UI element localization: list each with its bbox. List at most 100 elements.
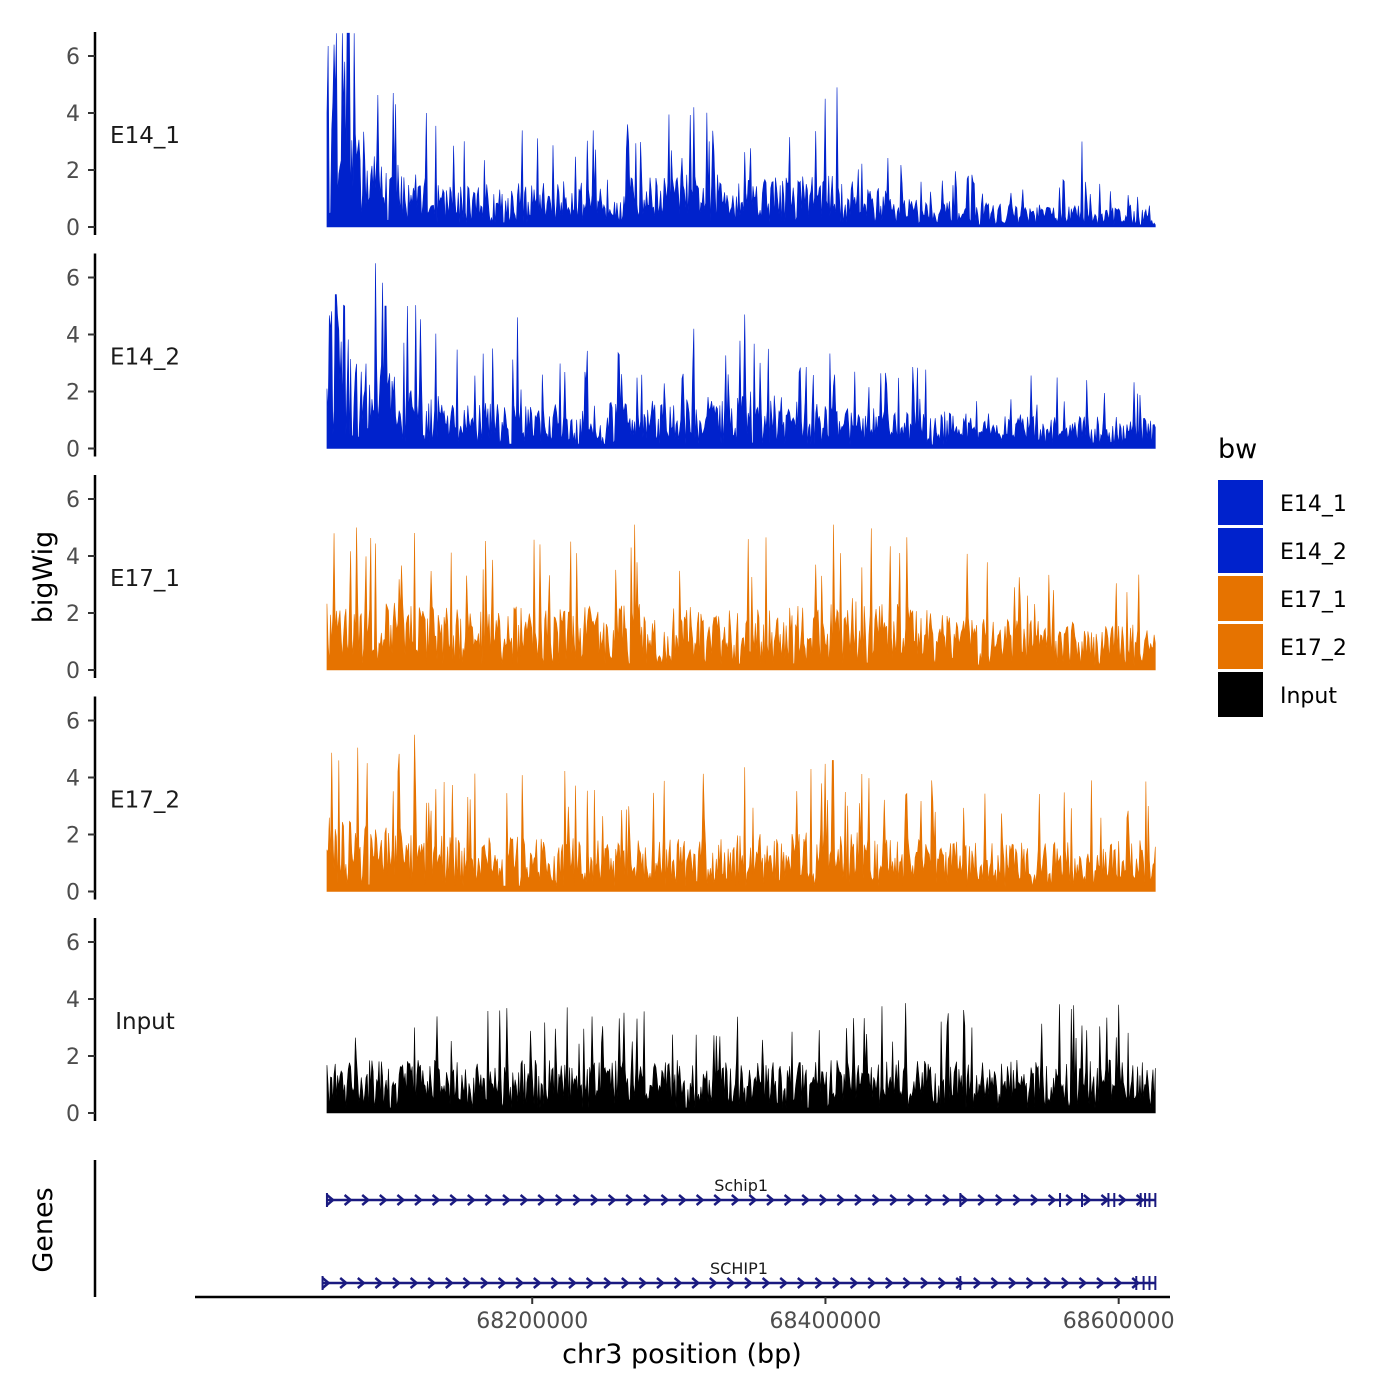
gene-label: Schip1 [714,1176,768,1195]
strand-arrow [660,1194,670,1206]
strand-arrow [695,1194,705,1206]
strand-arrow [691,1277,701,1289]
y-tick-label: 2 [66,381,80,406]
strand-arrow [550,1277,560,1289]
strand-arrow [1008,1277,1017,1289]
strand-arrow [713,1194,723,1206]
y-tick-label: 6 [66,488,80,513]
legend-swatch [1218,576,1263,621]
strand-arrow [1025,1277,1035,1289]
strand-arrow [937,1277,947,1289]
strand-arrow [1060,1277,1070,1289]
strand-arrow [708,1277,718,1289]
legend-swatch [1218,480,1263,525]
track-e14-2: 0 2 4 6 E14_2 [66,253,1156,463]
strand-arrow [497,1277,507,1289]
strand-arrow [1065,1194,1075,1206]
strand-arrow [1012,1194,1022,1206]
strand-arrow [625,1194,635,1206]
strand-arrow [1096,1277,1105,1289]
y-tick-label: 6 [66,267,80,292]
strand-arrow [361,1194,371,1206]
strand-arrow [444,1277,454,1289]
legend-title: bw [1218,434,1257,465]
track-label: E14_1 [110,123,180,149]
strand-arrow [1131,1277,1141,1289]
strand-arrow [515,1277,525,1289]
strand-arrow [449,1194,459,1206]
strand-arrow [554,1194,564,1206]
y-tick-label: 6 [66,45,80,70]
track-e17-1: 0 2 4 6 E17_1 [66,475,1156,684]
strand-arrow [1047,1194,1057,1206]
strand-arrow [902,1277,912,1289]
strand-arrow [761,1277,771,1289]
y-tick-label: 2 [66,159,80,184]
strand-arrow [748,1194,758,1206]
strand-arrow [871,1194,881,1206]
strand-arrow [466,1194,476,1206]
strand-arrow [796,1277,806,1289]
gene-label: SCHIP1 [710,1259,768,1278]
strand-arrow [854,1194,863,1206]
strand-arrow [590,1194,599,1206]
strand-arrow [924,1194,934,1206]
strand-arrow [744,1277,753,1289]
strand-arrow [409,1277,419,1289]
strand-arrow [585,1277,595,1289]
y-tick-label: 2 [66,824,80,849]
strand-arrow [972,1277,982,1289]
strand-arrow [396,1194,406,1206]
track-input: 0 2 4 6 Input [66,918,1156,1127]
strand-arrow [1078,1277,1088,1289]
strand-arrow [356,1277,366,1289]
strand-arrow [1082,1194,1092,1206]
x-axis-title: chr3 position (bp) [562,1339,802,1370]
legend-label: E14_2 [1280,540,1347,565]
legend-swatch [1218,672,1263,717]
strand-arrow [343,1194,353,1206]
strand-arrow [955,1277,965,1289]
strand-arrow [642,1194,652,1206]
strand-arrow [867,1277,877,1289]
track-label: E14_2 [110,345,180,371]
y-tick-label: 4 [66,988,80,1013]
strand-arrow [568,1277,577,1289]
strand-arrow [603,1277,613,1289]
strand-arrow [832,1277,841,1289]
strand-arrow [537,1194,547,1206]
legend-label: E17_2 [1280,636,1347,661]
strand-arrow [620,1277,630,1289]
strand-arrow [942,1194,951,1206]
legend-label: Input [1280,684,1337,709]
strand-arrow [414,1194,423,1206]
strand-arrow [378,1194,388,1206]
y-tick-label: 2 [66,1045,80,1070]
strand-arrow [1113,1277,1123,1289]
track-panels: 0 2 4 6 E14_1 0 2 4 6 E14_2 0 2 4 6 E17_1 0 2 4 6 E17_2 0 2 4 6… [66,32,1156,1127]
y-tick-label: 2 [66,602,80,627]
track-label: E17_1 [110,566,180,592]
strand-arrow [959,1194,969,1206]
strand-arrow [519,1194,529,1206]
x-axis: 68200000 68400000 68600000 [195,1295,1175,1334]
y-tick-label: 4 [66,102,80,127]
y-tick-label: 0 [66,438,80,463]
y-axis-title: bigWig [28,531,59,624]
strand-arrow [431,1194,441,1206]
strand-arrow [673,1277,683,1289]
y-tick-label: 4 [66,324,80,349]
strand-arrow [607,1194,617,1206]
coverage-area [326,1003,1156,1114]
strand-arrow [339,1277,349,1289]
gene-schip1: SCHIP1 [321,1259,1157,1290]
strand-arrow [836,1194,846,1206]
strand-arrow [1100,1194,1110,1206]
strand-arrow [656,1277,665,1289]
strand-arrow [462,1277,472,1289]
strand-arrow [801,1194,811,1206]
strand-arrow [884,1277,894,1289]
strand-arrow [814,1277,824,1289]
strand-arrow [766,1194,775,1206]
